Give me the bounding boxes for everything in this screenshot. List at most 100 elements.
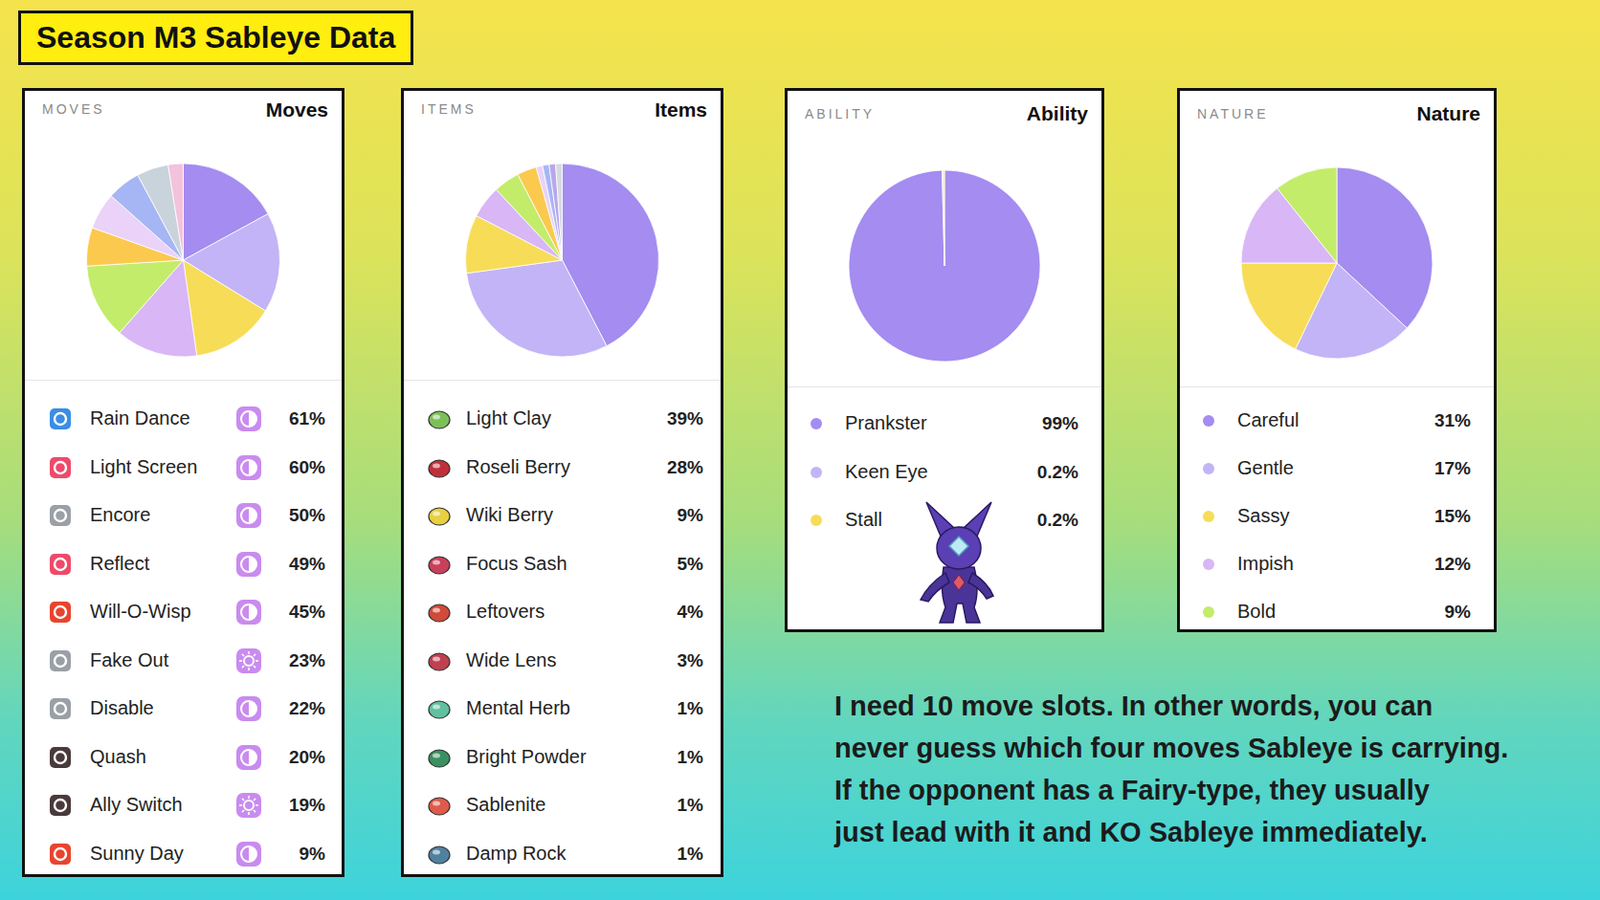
legend-label: Focus Sash — [466, 553, 568, 576]
legend-swatch — [1202, 606, 1215, 619]
pie-slice — [1277, 167, 1337, 264]
type-badge — [49, 408, 71, 430]
legend-swatch — [1202, 511, 1215, 523]
panel-subtitle: ABILITY — [804, 106, 875, 122]
panel-title: Moves — [266, 98, 329, 122]
pie-slice — [555, 163, 563, 261]
pie-slice — [1241, 263, 1337, 350]
legend-label: Will-O-Wisp — [89, 600, 192, 623]
legend-dot — [806, 414, 826, 434]
category-symbol — [241, 508, 257, 524]
category-half — [248, 460, 257, 476]
type-badge — [49, 844, 71, 866]
value-label: 0.2% — [1037, 462, 1079, 484]
legend-label: Gentle — [1237, 457, 1294, 480]
category-icon — [234, 598, 264, 627]
pie-slice — [542, 164, 563, 261]
panel-title: Ability — [1026, 102, 1089, 126]
value-label: 1% — [677, 698, 704, 720]
value-label: 9% — [677, 505, 704, 527]
item-icon — [424, 598, 454, 627]
category-ray — [239, 660, 243, 663]
category-half — [248, 604, 257, 621]
caption-line: I need 10 move slots. In other words, yo… — [834, 685, 1433, 728]
category-icon — [234, 743, 264, 773]
value-label: 9% — [1444, 601, 1471, 623]
category-symbol — [244, 656, 254, 667]
separator — [24, 379, 342, 381]
value-label: 61% — [288, 408, 326, 430]
legend-dot — [806, 511, 826, 531]
value-label: 60% — [288, 457, 326, 479]
pie-slice — [943, 170, 945, 267]
item-icon — [424, 840, 454, 869]
value-label: 99% — [1042, 413, 1079, 435]
pie-group — [1241, 167, 1433, 359]
item-shape — [428, 508, 450, 526]
type-badge — [49, 457, 71, 479]
item-shine — [432, 463, 441, 468]
category-ray — [253, 653, 256, 656]
legend-label: Careful — [1237, 409, 1299, 432]
value-label: 45% — [288, 601, 326, 623]
category-symbol — [241, 846, 257, 863]
category-badge — [236, 455, 262, 481]
category-badge — [236, 648, 262, 674]
item-icon — [424, 404, 454, 434]
item-shape — [428, 460, 450, 478]
category-half — [248, 750, 257, 766]
pie-group — [466, 163, 660, 357]
category-ray — [242, 799, 245, 801]
pie-slice — [87, 260, 184, 334]
category-icon — [234, 840, 264, 869]
item-shine — [432, 801, 441, 807]
category-symbol — [241, 556, 257, 573]
item-shine — [432, 608, 441, 614]
type-badge — [49, 698, 71, 720]
item-icon — [424, 646, 454, 676]
legend-swatch — [810, 466, 823, 479]
move-type-icon — [45, 646, 75, 676]
category-half — [248, 411, 257, 427]
legend-label: Prankster — [844, 412, 928, 435]
value-label: 5% — [677, 554, 704, 576]
type-badge — [49, 650, 71, 672]
legend-dot — [806, 463, 826, 483]
item-icon — [424, 501, 454, 531]
item-shine — [432, 415, 441, 421]
chart-panel: ABILITYAbilityPrankster99%Keen Eye0.2%St… — [784, 88, 1105, 633]
caption-line: If the opponent has a Fairy-type, they u… — [834, 769, 1430, 812]
value-label: 3% — [677, 650, 704, 672]
move-type-icon — [45, 791, 75, 821]
legend-label: Sablenite — [466, 794, 546, 817]
category-badge — [236, 600, 262, 625]
legend-label: Leftovers — [466, 600, 545, 623]
panel-subtitle: MOVES — [42, 101, 106, 117]
legend-label: Keen Eye — [844, 461, 929, 484]
panel-title: Items — [654, 98, 708, 122]
category-badge — [236, 503, 262, 529]
value-label: 31% — [1434, 410, 1471, 432]
panel-subtitle: ITEMS — [421, 101, 477, 117]
type-badge — [49, 601, 71, 623]
category-symbol — [241, 701, 257, 717]
legend-label: Light Screen — [89, 456, 198, 479]
legend-label: Wiki Berry — [466, 504, 554, 527]
value-label: 23% — [288, 650, 326, 672]
panel-subtitle: NATURE — [1197, 106, 1269, 122]
legend-dot — [1199, 459, 1219, 479]
chart-panel: NATURENatureCareful31%Gentle17%Sassy15%I… — [1177, 88, 1497, 633]
pie-slice — [848, 170, 1041, 362]
caption-line: never guess which four moves Sableye is … — [834, 727, 1509, 770]
item-icon — [424, 743, 454, 773]
category-ray — [247, 796, 250, 800]
category-symbol — [241, 460, 257, 476]
legend-label: Impish — [1237, 553, 1294, 576]
category-icon — [234, 404, 264, 434]
item-icon — [424, 694, 454, 724]
category-icon — [234, 791, 264, 821]
pie-slice — [168, 163, 184, 261]
category-ray — [239, 804, 243, 807]
item-shine — [432, 849, 441, 855]
category-symbol — [244, 800, 254, 811]
